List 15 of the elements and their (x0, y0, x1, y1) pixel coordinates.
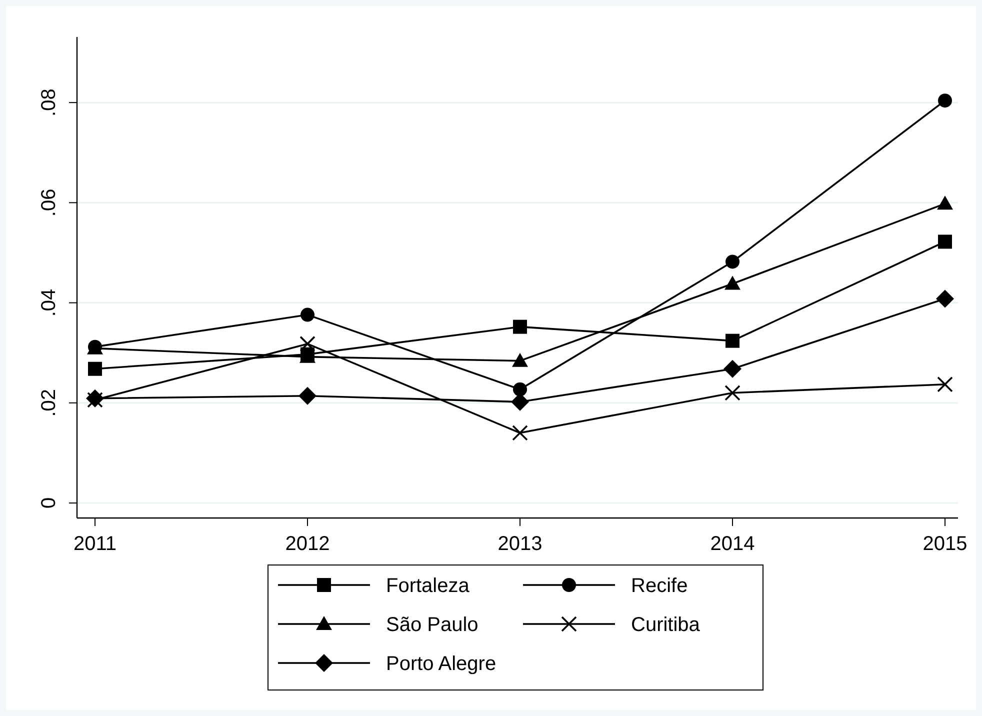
x-tick-label: 2011 (73, 533, 117, 555)
legend-label: Recife (631, 575, 688, 597)
legend-label: Curitiba (631, 614, 701, 636)
y-tick-label: .08 (38, 88, 60, 116)
y-tick-label: .06 (38, 188, 60, 217)
legend-label: Porto Alegre (386, 653, 496, 675)
x-tick-label: 2015 (922, 533, 968, 555)
legend-label: São Paulo (386, 614, 478, 636)
x-tick-label: 2013 (498, 533, 542, 555)
y-tick-label: 0 (38, 497, 60, 509)
y-tick-label: .04 (38, 288, 60, 317)
x-tick-label: 2014 (710, 533, 755, 555)
legend-label: Fortaleza (386, 575, 470, 597)
x-tick-label: 2012 (285, 533, 330, 555)
y-tick-label: .02 (38, 388, 60, 417)
